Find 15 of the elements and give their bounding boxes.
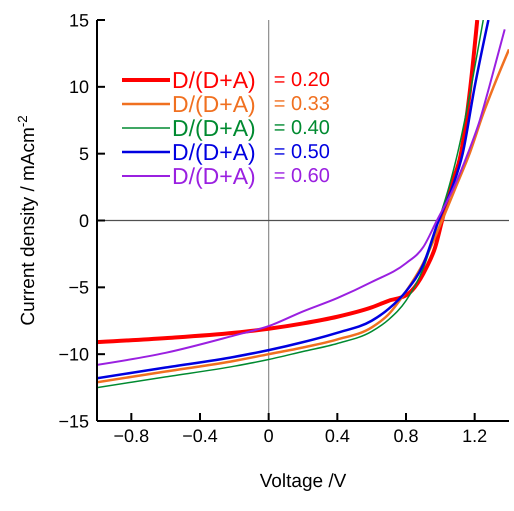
x-tick-label: −0.4 bbox=[182, 426, 218, 446]
x-axis-title: Voltage /V bbox=[260, 471, 347, 492]
y-tick-label: −15 bbox=[58, 411, 89, 432]
x-tick-label: 0.4 bbox=[324, 426, 350, 446]
y-tick-label: −10 bbox=[58, 344, 89, 365]
legend-label: D/(D+A) = 0.20 bbox=[172, 67, 330, 93]
y-tick-label: 15 bbox=[68, 10, 89, 30]
y-tick-label: 5 bbox=[78, 144, 89, 164]
y-tick-label: 10 bbox=[68, 77, 89, 98]
x-tick-label: 1.2 bbox=[462, 426, 488, 446]
y-tick-label: −5 bbox=[68, 278, 89, 298]
y-tick-label: 0 bbox=[78, 210, 89, 231]
x-tick-label: −0.8 bbox=[114, 426, 150, 446]
x-tick-label: 0.8 bbox=[393, 426, 419, 446]
x-tick-label: 0 bbox=[264, 426, 274, 446]
